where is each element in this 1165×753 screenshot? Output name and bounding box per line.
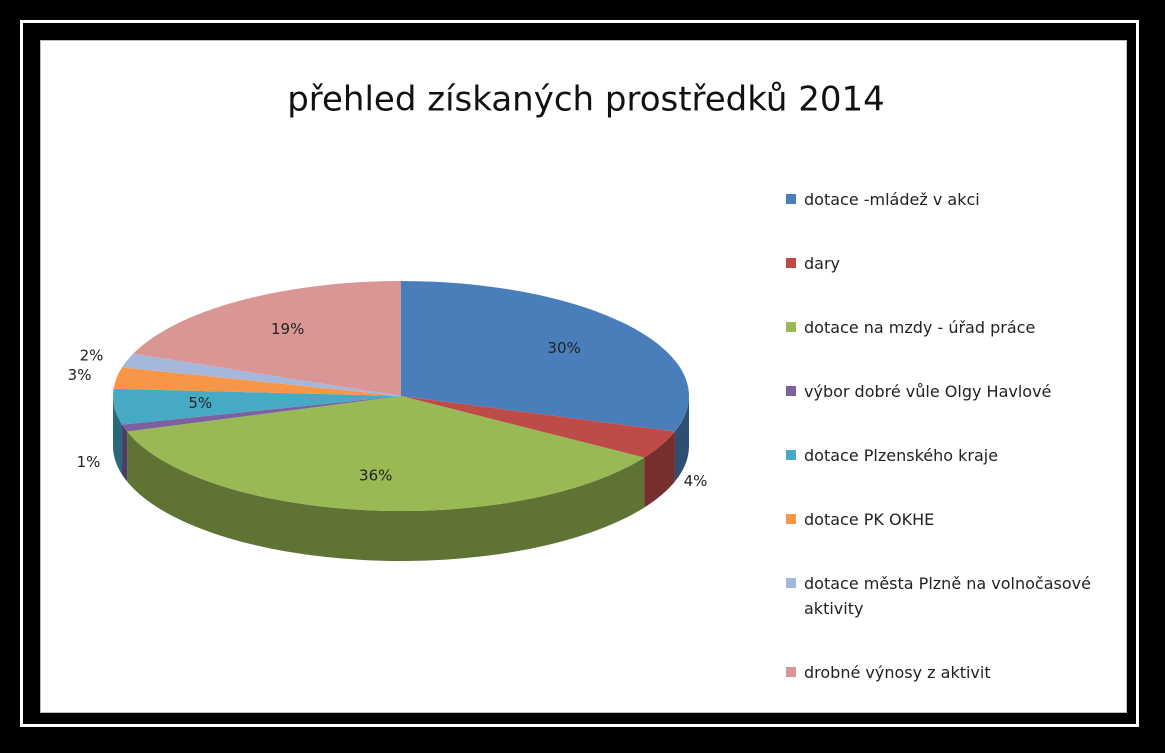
slice (122, 396, 402, 432)
data-label: 4% (684, 472, 708, 490)
legend-item: dotace -mládež v akci (786, 187, 1134, 212)
legend-label: výbor dobré vůle Olgy Havlové (804, 382, 1052, 401)
data-label: 5% (188, 394, 212, 412)
legend-label: dary (804, 254, 841, 273)
legend-item: drobné výnosy z aktivit (786, 660, 1134, 685)
legend-swatch (786, 258, 796, 268)
legend-swatch (786, 322, 796, 332)
legend-swatch (786, 667, 796, 677)
legend-swatch (786, 194, 796, 204)
data-label: 30% (547, 339, 580, 357)
data-label: 1% (77, 453, 101, 471)
legend-label: dotace PK OKHE (804, 510, 935, 529)
slice (127, 396, 645, 511)
slice (133, 281, 401, 396)
slice-side (113, 396, 123, 475)
slice-side (122, 424, 128, 482)
slice (401, 396, 675, 458)
data-label: 19% (271, 320, 304, 338)
legend-swatch (786, 450, 796, 460)
legend-swatch (786, 514, 796, 524)
data-label: 2% (80, 346, 104, 364)
data-label: 36% (359, 466, 392, 484)
legend-item: dotace na mzdy - úřad práce (786, 315, 1134, 340)
legend-label: dotace -mládež v akci (804, 190, 980, 209)
slice (122, 353, 402, 396)
legend-label: drobné výnosy z aktivit (804, 663, 991, 682)
legend-item: výbor dobré vůle Olgy Havlové (786, 379, 1134, 404)
legend-swatch (786, 386, 796, 396)
slice-tops (113, 281, 689, 511)
legend-label: dotace města Plzně na volnočasové aktivi… (804, 574, 1091, 618)
slice (401, 281, 689, 432)
legend-label: dotace na mzdy - úřad práce (804, 318, 1036, 337)
side-walls (113, 396, 689, 561)
legend-item: dary (786, 251, 1134, 276)
slice-side (644, 431, 675, 508)
data-label: 3% (68, 366, 92, 384)
legend-item: dotace města Plzně na volnočasové aktivi… (786, 571, 1134, 621)
chart-area: přehled získaných prostředků 2014 30% 4% 3… (40, 40, 1127, 713)
chart-title: přehled získaných prostředků 2014 (287, 80, 885, 120)
legend-label: dotace Plzenského kraje (804, 446, 999, 465)
chart: přehled získaných prostředků 2014 30% 4% 3… (68, 80, 885, 561)
slice-side (674, 396, 689, 482)
legend-swatch (786, 578, 796, 588)
legend-item: dotace PK OKHE (786, 507, 1134, 532)
slice-side (127, 431, 645, 561)
slice (113, 388, 401, 425)
outer-frame (20, 20, 1139, 727)
legend-item: dotace Plzenského kraje (786, 443, 1134, 468)
slice (113, 367, 402, 396)
